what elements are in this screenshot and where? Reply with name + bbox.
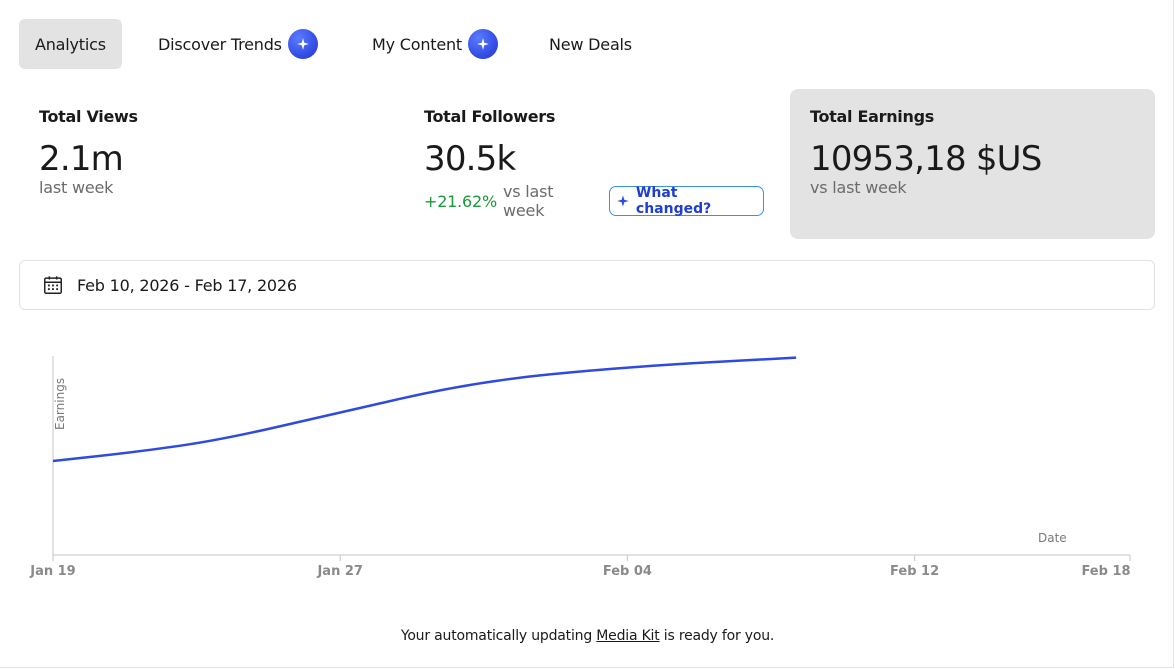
x-tick-label: Jan 19 xyxy=(29,564,75,579)
calendar-icon xyxy=(44,276,62,294)
stat-label: Total Followers xyxy=(424,107,556,126)
footer-prefix: Your automatically updating xyxy=(400,628,597,644)
date-range-text: Feb 10, 2026 - Feb 17, 2026 xyxy=(77,275,297,295)
sparkle-icon xyxy=(287,29,318,59)
stat-value: 10953,18 $US xyxy=(810,139,1042,179)
date-range-picker[interactable]: Feb 10, 2026 - Feb 17, 2026 xyxy=(19,260,1155,310)
change-suffix: vs last week xyxy=(503,182,554,220)
what-changed-label: What changed? xyxy=(635,185,712,217)
stat-value: 2.1m xyxy=(39,139,124,179)
what-changed-button[interactable]: What changed? xyxy=(608,185,764,217)
tab-label: My Content xyxy=(372,34,462,54)
tab-label: New Deals xyxy=(549,34,632,54)
stat-total-followers: Total Followers 30.5k +21.62% vs last we… xyxy=(404,89,784,239)
x-tick-label: Feb 18 xyxy=(1081,564,1130,579)
tab-analytics[interactable]: Analytics xyxy=(19,19,122,69)
sparkle-icon xyxy=(617,195,629,207)
tab-my-content[interactable]: My Content xyxy=(372,19,498,69)
change-row: +21.62% vs last week What changed? xyxy=(424,182,764,220)
tab-label: Analytics xyxy=(35,34,106,54)
footer-message: Your automatically updating Media Kit is… xyxy=(0,628,1175,644)
x-tick-label: Feb 04 xyxy=(603,564,652,579)
stat-value: 30.5k xyxy=(424,139,516,179)
footer-suffix: is ready for you. xyxy=(659,628,775,644)
x-tick-label: Feb 12 xyxy=(890,564,939,579)
x-axis-title: Date xyxy=(1038,531,1067,545)
tab-discover-trends[interactable]: Discover Trends xyxy=(158,19,318,69)
stat-label: Total Earnings xyxy=(810,107,934,126)
stat-sub: vs last week xyxy=(810,178,907,197)
tab-label: Discover Trends xyxy=(158,34,282,54)
stat-total-earnings[interactable]: Total Earnings 10953,18 $US vs last week xyxy=(790,89,1155,239)
tab-new-deals[interactable]: New Deals xyxy=(549,19,632,69)
y-axis-title: Earnings xyxy=(53,378,67,430)
stat-label: Total Views xyxy=(39,107,138,126)
stat-total-views: Total Views 2.1m last week xyxy=(19,89,389,239)
sparkle-icon xyxy=(468,29,498,59)
earnings-chart: Earnings Date Jan 19 Jan 27 Feb 04 Feb 12 Fe… xyxy=(29,356,1131,579)
earnings-series-line xyxy=(52,356,797,463)
media-kit-link[interactable]: Media Kit xyxy=(596,628,660,644)
stat-sub: last week xyxy=(39,178,114,197)
x-tick-label: Jan 27 xyxy=(316,564,362,579)
change-percent: +21.62% xyxy=(424,191,498,211)
